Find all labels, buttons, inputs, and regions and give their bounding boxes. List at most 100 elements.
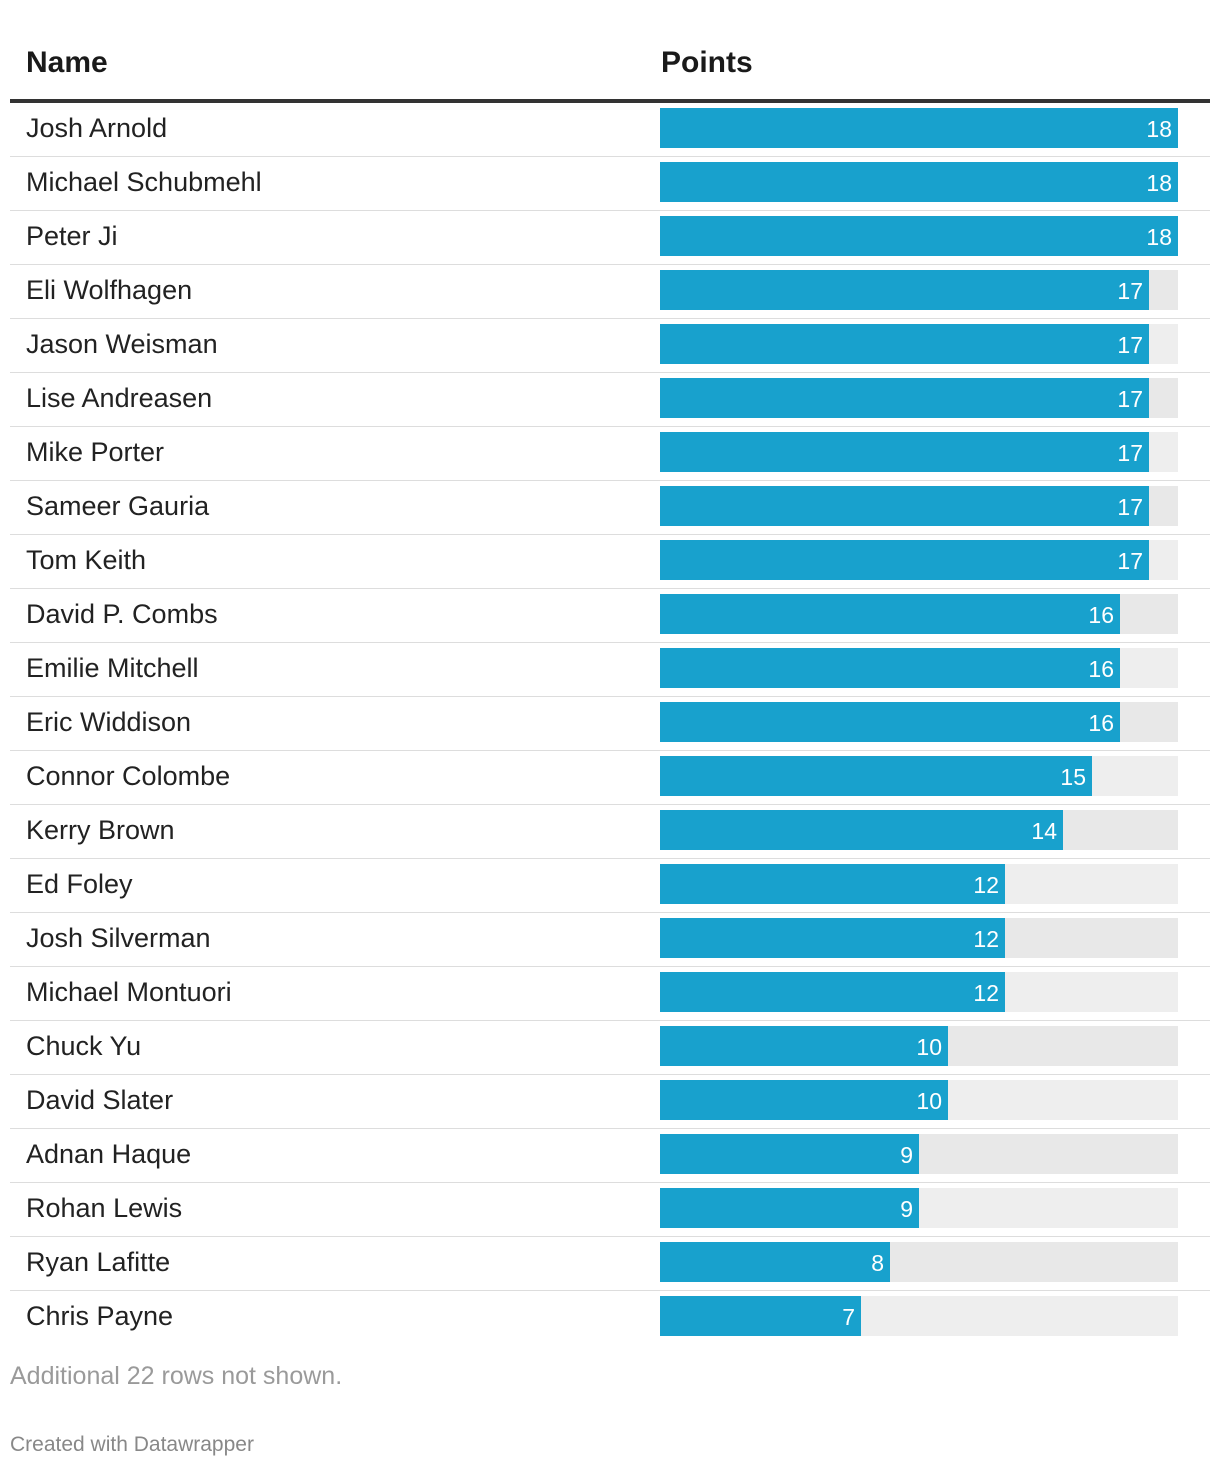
bar-track: 17 bbox=[660, 270, 1178, 310]
bar-track: 18 bbox=[660, 108, 1178, 148]
table-row: Chuck Yu 10 bbox=[10, 1021, 1210, 1075]
points-bar bbox=[660, 864, 1005, 904]
points-value-label: 17 bbox=[1117, 332, 1143, 358]
table-row: Josh Arnold 18 bbox=[10, 103, 1210, 157]
bar-track: 16 bbox=[660, 702, 1178, 742]
bar-track: 12 bbox=[660, 972, 1178, 1012]
row-name: Michael Montuori bbox=[26, 977, 232, 1007]
points-bar bbox=[660, 810, 1063, 850]
points-column-header: Points bbox=[661, 46, 753, 79]
points-bar bbox=[660, 540, 1149, 580]
datawrapper-credit: Created with Datawrapper bbox=[10, 1433, 254, 1456]
row-name: Eric Widdison bbox=[26, 707, 192, 737]
row-name: David P. Combs bbox=[26, 599, 218, 629]
points-bar bbox=[660, 1188, 919, 1228]
table-row: Tom Keith 17 bbox=[10, 535, 1210, 589]
points-value-label: 17 bbox=[1117, 494, 1143, 520]
points-value-label: 17 bbox=[1117, 440, 1143, 466]
table-row: Ed Foley 12 bbox=[10, 859, 1210, 913]
bar-track: 9 bbox=[660, 1134, 1178, 1174]
row-name: Emilie Mitchell bbox=[26, 653, 199, 683]
points-bar bbox=[660, 216, 1178, 256]
row-name: Michael Schubmehl bbox=[26, 167, 262, 197]
bar-track: 8 bbox=[660, 1242, 1178, 1282]
points-bar bbox=[660, 1080, 948, 1120]
row-name: Ed Foley bbox=[26, 869, 133, 899]
bar-track: 17 bbox=[660, 486, 1178, 526]
row-name: Sameer Gauria bbox=[26, 491, 210, 521]
points-value-label: 17 bbox=[1117, 548, 1143, 574]
points-value-label: 18 bbox=[1146, 116, 1172, 142]
bar-track: 17 bbox=[660, 540, 1178, 580]
bar-track: 9 bbox=[660, 1188, 1178, 1228]
table-row: Michael Montuori 12 bbox=[10, 967, 1210, 1021]
points-bar bbox=[660, 162, 1178, 202]
points-bar bbox=[660, 270, 1149, 310]
points-bar bbox=[660, 918, 1005, 958]
bar-track: 12 bbox=[660, 864, 1178, 904]
table-row: Mike Porter 17 bbox=[10, 427, 1210, 481]
points-bar bbox=[660, 756, 1092, 796]
points-value-label: 18 bbox=[1146, 224, 1172, 250]
points-bar bbox=[660, 486, 1149, 526]
points-bar bbox=[660, 108, 1178, 148]
table-row: Josh Silverman 12 bbox=[10, 913, 1210, 967]
bar-track: 7 bbox=[660, 1296, 1178, 1336]
row-name: Connor Colombe bbox=[26, 761, 231, 791]
table-row: Ryan Lafitte 8 bbox=[10, 1237, 1210, 1291]
row-name: Eli Wolfhagen bbox=[26, 275, 193, 305]
row-name: Chuck Yu bbox=[26, 1031, 142, 1061]
name-column-header: Name bbox=[26, 46, 108, 79]
row-name: Lise Andreasen bbox=[26, 383, 213, 413]
row-name: Adnan Haque bbox=[26, 1139, 192, 1169]
bar-track: 10 bbox=[660, 1026, 1178, 1066]
points-bar bbox=[660, 594, 1120, 634]
points-value-label: 12 bbox=[973, 926, 999, 952]
table-row: Chris Payne 7 bbox=[10, 1291, 1210, 1344]
table-row: David Slater 10 bbox=[10, 1075, 1210, 1129]
table-row: Peter Ji 18 bbox=[10, 211, 1210, 265]
points-value-label: 8 bbox=[871, 1250, 884, 1276]
points-value-label: 9 bbox=[900, 1142, 913, 1168]
points-value-label: 16 bbox=[1088, 656, 1114, 682]
bar-track: 14 bbox=[660, 810, 1178, 850]
row-name: Ryan Lafitte bbox=[26, 1247, 171, 1277]
row-name: Jason Weisman bbox=[26, 329, 218, 359]
table-row: David P. Combs 16 bbox=[10, 589, 1210, 643]
points-bar bbox=[660, 972, 1005, 1012]
points-bar bbox=[660, 1242, 890, 1282]
row-name: Chris Payne bbox=[26, 1301, 174, 1331]
row-name: Peter Ji bbox=[26, 221, 118, 251]
points-bar bbox=[660, 378, 1149, 418]
points-bar bbox=[660, 1296, 861, 1336]
bar-track: 18 bbox=[660, 216, 1178, 256]
table-row: Lise Andreasen 17 bbox=[10, 373, 1210, 427]
bar-track: 18 bbox=[660, 162, 1178, 202]
bar-track: 16 bbox=[660, 594, 1178, 634]
table-row: Michael Schubmehl 18 bbox=[10, 157, 1210, 211]
points-value-label: 17 bbox=[1117, 386, 1143, 412]
points-value-label: 10 bbox=[916, 1034, 942, 1060]
points-value-label: 16 bbox=[1088, 602, 1114, 628]
table-row: Eric Widdison 16 bbox=[10, 697, 1210, 751]
points-bar bbox=[660, 324, 1149, 364]
bar-track: 17 bbox=[660, 324, 1178, 364]
bar-track: 12 bbox=[660, 918, 1178, 958]
table-row: Kerry Brown 14 bbox=[10, 805, 1210, 859]
rows-not-shown-note: Additional 22 rows not shown. bbox=[10, 1362, 343, 1390]
points-value-label: 12 bbox=[973, 872, 999, 898]
table-row: Jason Weisman 17 bbox=[10, 319, 1210, 373]
row-name: Mike Porter bbox=[26, 437, 165, 467]
points-bar bbox=[660, 648, 1120, 688]
table-row: Sameer Gauria 17 bbox=[10, 481, 1210, 535]
table-row: Eli Wolfhagen 17 bbox=[10, 265, 1210, 319]
row-name: Rohan Lewis bbox=[26, 1193, 183, 1223]
row-name: Tom Keith bbox=[26, 545, 147, 575]
bar-track: 15 bbox=[660, 756, 1178, 796]
table-body: Josh Arnold 18 Michael Schubmehl 18 Peter Ji… bbox=[10, 103, 1210, 1344]
table-row: Rohan Lewis 9 bbox=[10, 1183, 1210, 1237]
row-name: Kerry Brown bbox=[26, 815, 175, 845]
points-value-label: 9 bbox=[900, 1196, 913, 1222]
table-row: Connor Colombe 15 bbox=[10, 751, 1210, 805]
points-bar bbox=[660, 702, 1120, 742]
